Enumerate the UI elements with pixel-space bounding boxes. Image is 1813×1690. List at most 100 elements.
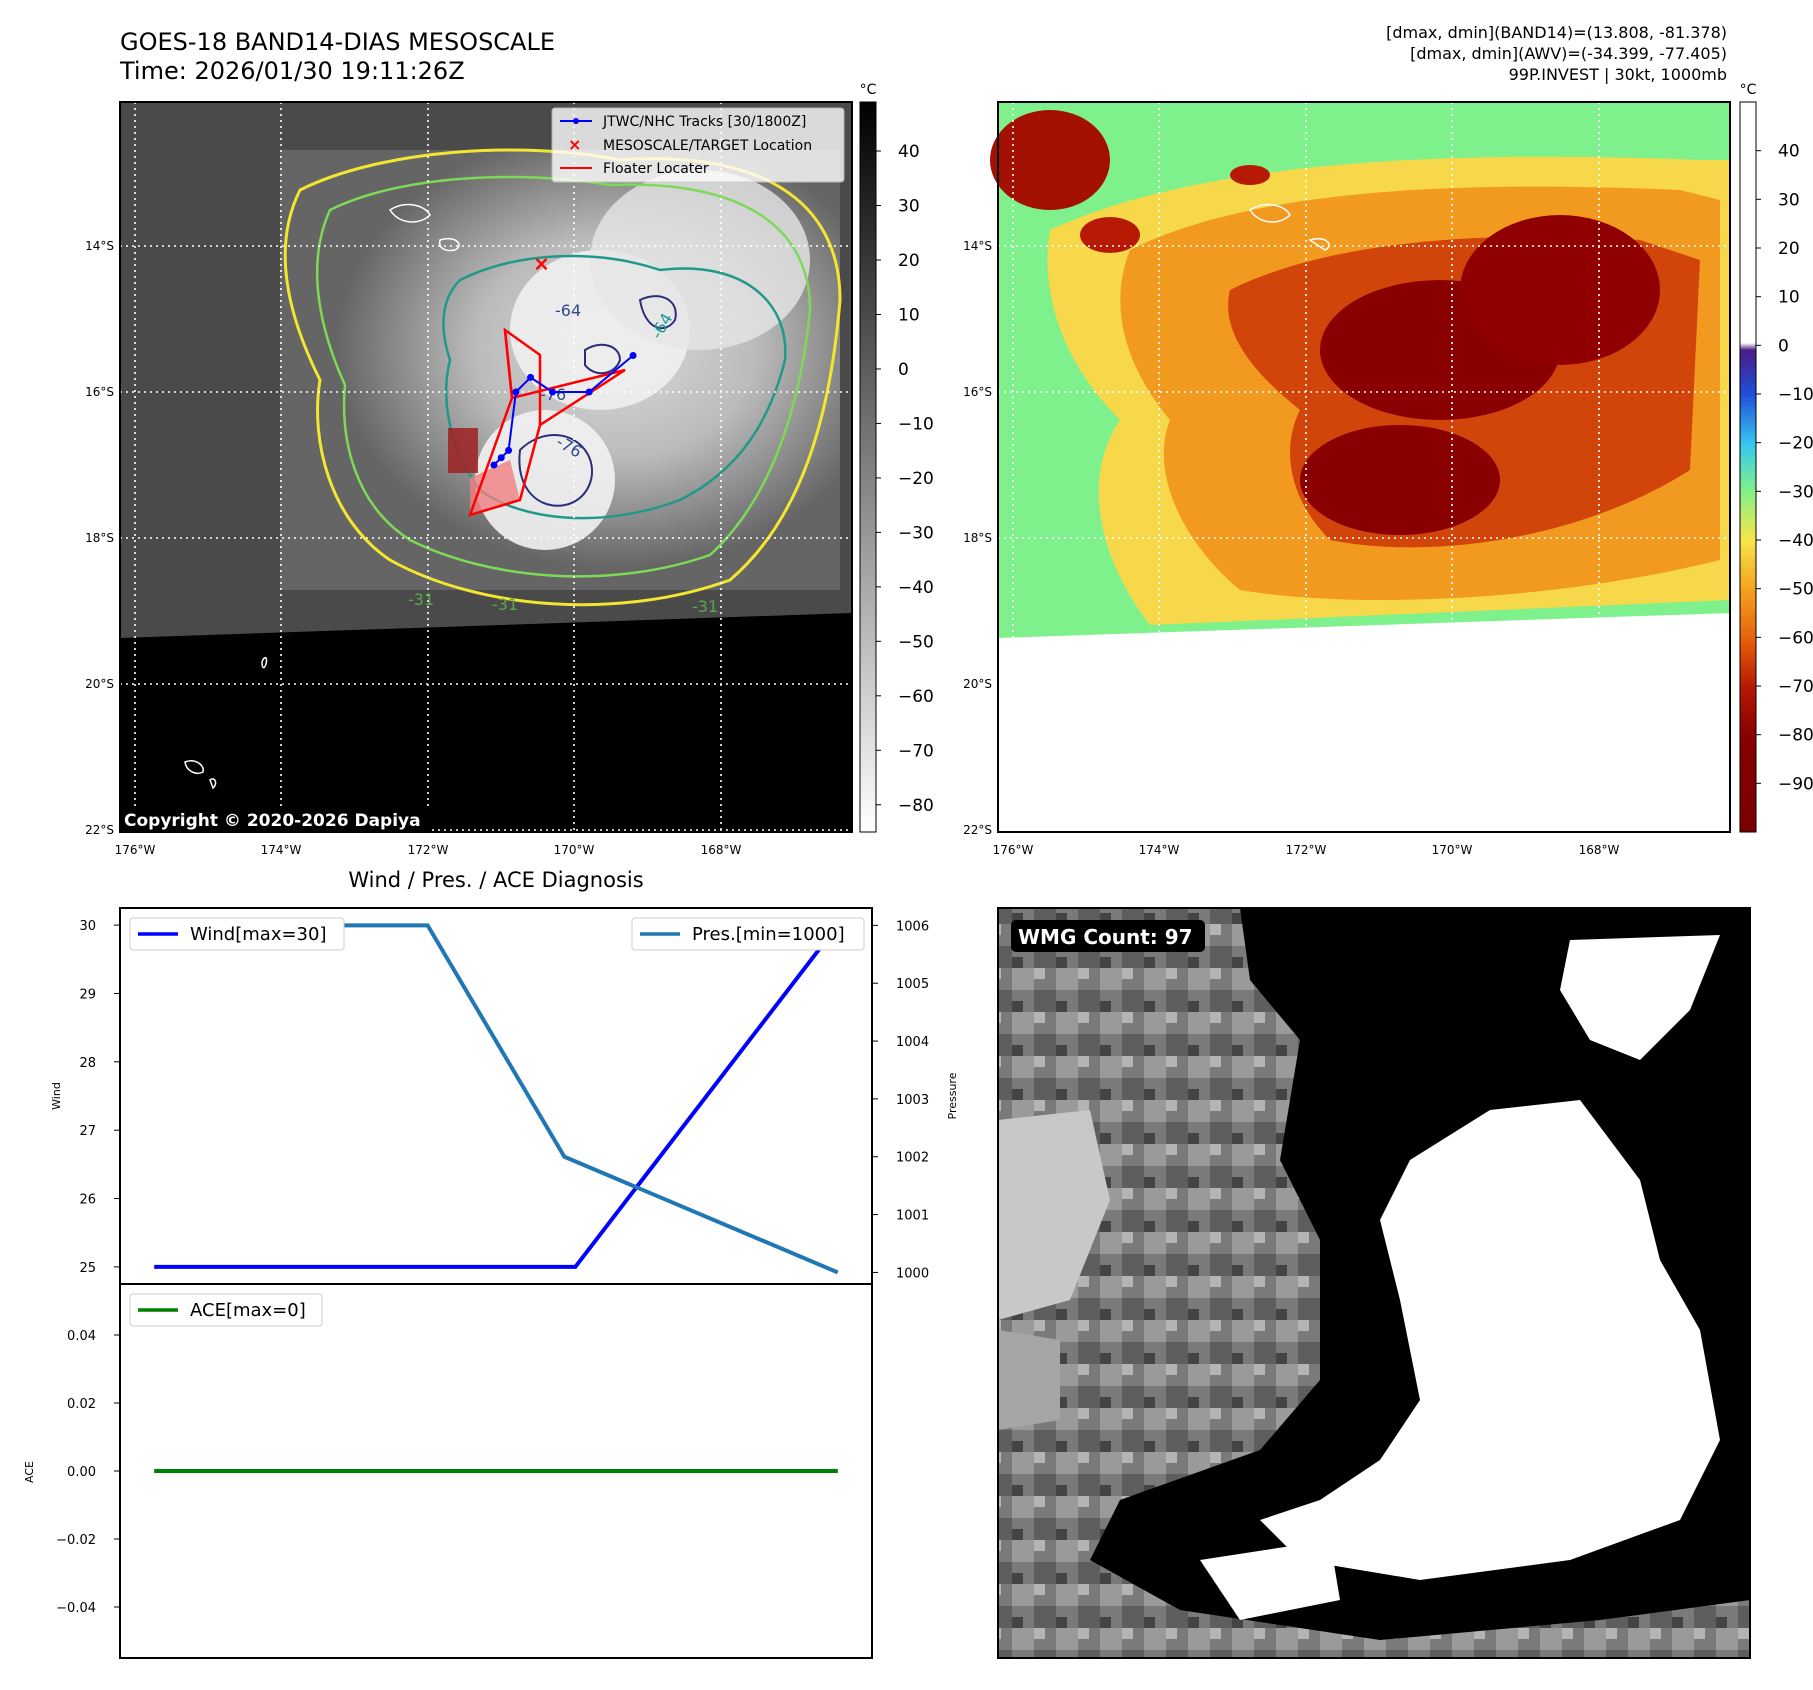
colorbar-tick-label: −20 <box>1778 434 1813 454</box>
track-point <box>527 373 535 381</box>
awv-colorbar-bar <box>1739 101 1757 833</box>
colorbar-tick-label: −70 <box>898 741 934 761</box>
ir-island-south-2 <box>261 657 268 669</box>
stats-awv: [dmax, dmin](AWV)=(-34.399, -77.405) <box>1410 44 1727 63</box>
lon-label: 174°W <box>261 843 302 857</box>
ace-tick-label: 0.02 <box>67 1397 96 1412</box>
lon-label: 172°W <box>408 843 449 857</box>
ir-colorbar-unit: °C <box>860 82 877 98</box>
colorbar-tick-label: −10 <box>1778 385 1813 405</box>
pres-legend-label: Pres.[min=1000] <box>692 924 845 945</box>
contour-label: -31 <box>492 595 518 614</box>
ir-contour-navy <box>518 434 594 507</box>
awv-patch-2 <box>1230 165 1270 185</box>
awv-colorbar-unit: °C <box>1740 82 1757 98</box>
pres-tick-label: 1000 <box>896 1266 929 1281</box>
ir-missing-region <box>120 613 852 832</box>
wmg-frame <box>997 907 1751 1659</box>
ace-tick-label: 0.04 <box>67 1329 96 1344</box>
lon-label: 176°W <box>993 843 1034 857</box>
colorbar-tick-label: −30 <box>898 523 934 543</box>
pres-tick-label: 1002 <box>896 1151 929 1166</box>
floater-locater <box>467 327 626 517</box>
pres-tick-label: 1001 <box>896 1209 929 1224</box>
wmg-white-southwest <box>1200 1540 1340 1620</box>
colorbar-tick-label: −60 <box>898 687 934 707</box>
track-point <box>505 446 513 454</box>
ace-tick-label: −0.02 <box>56 1533 96 1548</box>
pres-axis-ticks: 1006 1005 1004 1003 1002 1001 1000 <box>872 919 929 1281</box>
colorbar-tick-label: −40 <box>1778 531 1813 551</box>
wind-series <box>154 923 840 1269</box>
wmg-label-box <box>1011 920 1205 952</box>
legend-target-icon: × <box>568 135 581 154</box>
colorbar-tick-label: 30 <box>898 197 920 217</box>
lon-label: 168°W <box>1579 843 1620 857</box>
track-point <box>549 388 557 396</box>
ir-contour-teal <box>442 254 787 520</box>
ir-cold-core-east <box>590 170 810 350</box>
awv-colorbar: °C 40 30 20 10 0 −10 −20 −30 −40 −50 −60 −70 −80 −90 <box>1739 82 1813 833</box>
lat-label: 20°S <box>85 677 114 691</box>
awv-panel <box>990 101 1731 833</box>
lat-label: 14°S <box>963 239 992 253</box>
track-point <box>512 388 520 396</box>
wmg-gray-left-2 <box>998 1330 1060 1430</box>
colorbar-tick-label: −50 <box>898 632 934 652</box>
track-point <box>629 352 637 359</box>
colorbar-tick-label: 0 <box>898 360 909 380</box>
colorbar-tick-label: −80 <box>1778 726 1813 746</box>
wind-legend-label: Wind[max=30] <box>190 924 327 945</box>
colorbar-tick-label: 0 <box>1778 336 1789 356</box>
colorbar-tick-label: −40 <box>898 578 934 598</box>
wind-tick-label: 30 <box>79 919 96 934</box>
awv-core-west <box>990 110 1110 210</box>
ir-contour-navy-2 <box>584 343 622 375</box>
ir-lon-labels: 176°W 174°W 172°W 170°W 168°W <box>115 843 742 857</box>
colorbar-tick-label: 20 <box>898 251 920 271</box>
pres-tick-label: 1006 <box>896 919 929 934</box>
ace-tick-label: 0.00 <box>67 1465 96 1480</box>
lat-label: 20°S <box>963 677 992 691</box>
ir-gridlines <box>120 102 852 832</box>
track-point <box>497 454 505 462</box>
ir-contour-navy-3 <box>638 295 677 330</box>
wind-legend: Wind[max=30] <box>129 917 345 951</box>
wmg-count-label: WMG Count: 97 <box>1018 925 1193 949</box>
lon-label: 170°W <box>1432 843 1473 857</box>
wind-axis-ticks: 30 29 28 27 26 25 <box>79 919 120 1276</box>
ace-legend: ACE[max=0] <box>129 1293 323 1327</box>
legend-track-label: JTWC/NHC Tracks [30/1800Z] <box>602 114 806 130</box>
pres-tick-label: 1003 <box>896 1093 929 1108</box>
colorbar-tick-label: 40 <box>898 142 920 162</box>
wind-tick-label: 29 <box>79 987 96 1002</box>
colorbar-tick-label: −50 <box>1778 580 1813 600</box>
colorbar-tick-label: −30 <box>1778 482 1813 502</box>
track-point <box>585 388 593 396</box>
wmg-white-region <box>1260 1100 1720 1580</box>
colorbar-tick-label: −10 <box>898 414 934 434</box>
colorbar-tick-label: 10 <box>898 305 920 325</box>
lon-label: 172°W <box>1286 843 1327 857</box>
lat-label: 18°S <box>85 531 114 545</box>
wind-tick-label: 28 <box>79 1056 96 1071</box>
awv-colorbar-ticks: 40 30 20 10 0 −10 −20 −30 −40 −50 −60 −70 −80 −90 <box>1756 142 1813 794</box>
pres-tick-label: 1004 <box>896 1035 929 1050</box>
awv-core-south <box>1300 425 1500 535</box>
ir-frame <box>119 101 853 833</box>
ace-axis-ticks: 0.04 0.02 0.00 −0.02 −0.04 <box>56 1329 120 1616</box>
ace-chart: 0.04 0.02 0.00 −0.02 −0.04 ACE ACE[max=0] <box>23 1283 873 1659</box>
ir-red-block <box>448 428 478 473</box>
awv-lat-labels: 14°S 16°S 18°S 20°S 22°S <box>963 239 992 837</box>
floater-line <box>467 329 542 517</box>
awv-frame <box>997 101 1731 833</box>
figure-title: GOES-18 BAND14-DIAS MESOSCALE <box>120 28 555 56</box>
lon-label: 168°W <box>701 843 742 857</box>
awv-gridlines <box>998 102 1730 832</box>
stats-band14: [dmax, dmin](BAND14)=(13.808, -81.378) <box>1386 23 1727 42</box>
colorbar-tick-label: −60 <box>1778 628 1813 648</box>
wmg-panel: WMG Count: 97 <box>997 907 1751 1659</box>
legend-target-label: MESOSCALE/TARGET Location <box>603 138 812 154</box>
